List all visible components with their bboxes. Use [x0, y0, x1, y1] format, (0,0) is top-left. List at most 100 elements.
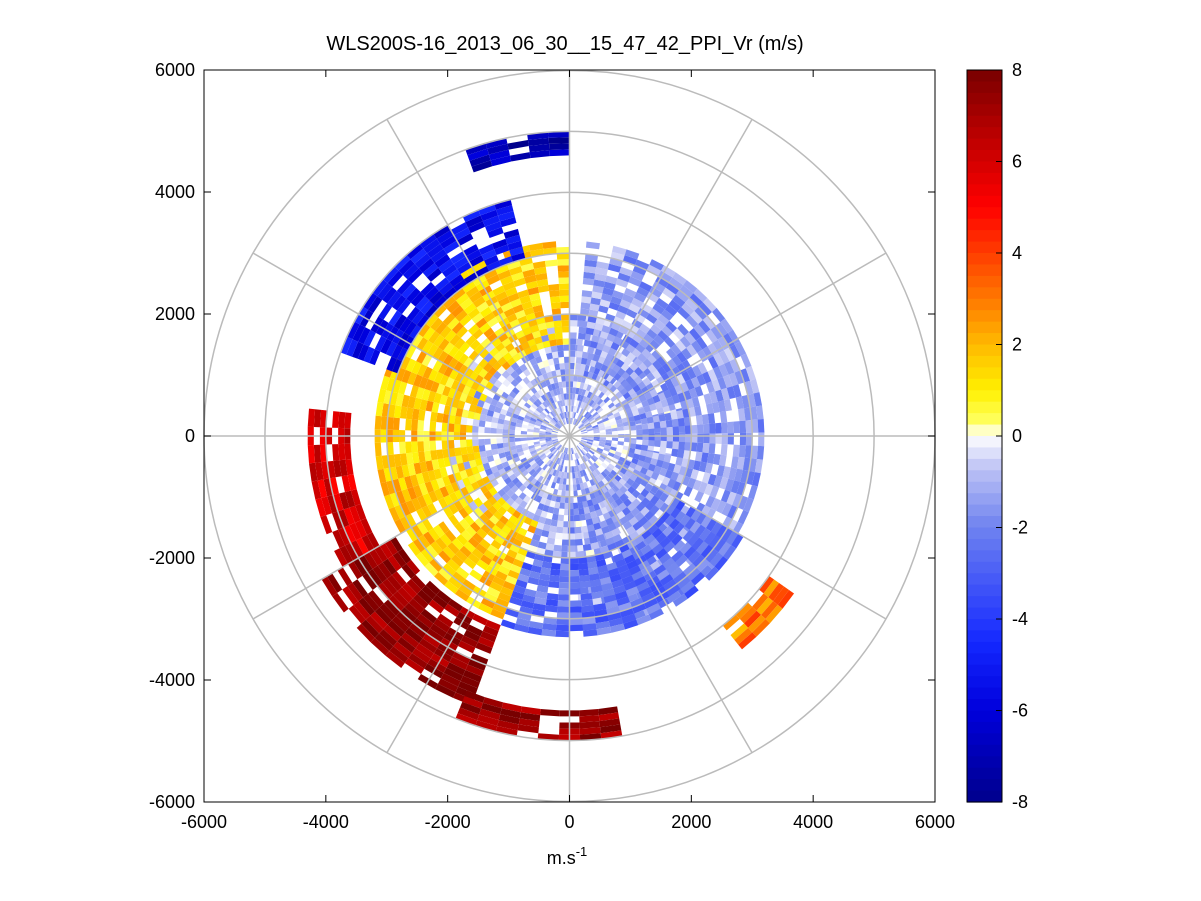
grid-spoke: [252, 435, 570, 620]
velocity-cell: [456, 382, 466, 393]
velocity-cell: [439, 533, 452, 547]
velocity-cell: [416, 337, 429, 351]
velocity-cell: [591, 291, 603, 300]
velocity-cell: [523, 417, 530, 423]
velocity-cell: [526, 437, 534, 441]
velocity-cell: [539, 438, 546, 442]
velocity-cell: [579, 470, 585, 478]
velocity-cell: [518, 335, 528, 345]
velocity-cell: [369, 349, 381, 366]
velocity-cell: [363, 346, 375, 363]
velocity-cell: [548, 377, 555, 385]
velocity-cell: [386, 377, 396, 392]
velocity-cell: [586, 555, 597, 563]
velocity-cell: [480, 597, 496, 609]
velocity-cell: [532, 432, 540, 435]
velocity-cell: [511, 387, 520, 395]
velocity-cell: [508, 429, 515, 435]
velocity-cell: [726, 491, 737, 506]
velocity-cell: [417, 495, 428, 509]
velocity-cell: [380, 338, 393, 355]
velocity-cell: [585, 453, 591, 460]
velocity-cell: [697, 433, 704, 444]
velocity-cell: [636, 459, 645, 467]
velocity-cell: [569, 320, 578, 327]
velocity-cell: [707, 368, 718, 382]
velocity-cell: [433, 224, 451, 239]
velocity-cell: [679, 284, 694, 298]
velocity-cell: [517, 573, 530, 583]
velocity-cell: [561, 459, 565, 466]
velocity-cell: [406, 306, 421, 322]
velocity-cell: [558, 452, 563, 459]
velocity-cell: [556, 477, 561, 484]
velocity-cell: [627, 416, 635, 423]
velocity-cell: [608, 327, 619, 337]
velocity-cell: [469, 521, 481, 533]
velocity-cell: [510, 370, 519, 379]
velocity-cell: [612, 290, 625, 300]
velocity-cell: [411, 441, 419, 453]
velocity-cell: [534, 597, 547, 606]
velocity-cell: [472, 328, 484, 340]
velocity-cell: [698, 302, 713, 316]
velocity-cell: [453, 279, 468, 292]
velocity-cell: [402, 263, 419, 280]
velocity-cell: [569, 484, 574, 491]
velocity-cell: [457, 640, 476, 654]
velocity-cell: [469, 459, 477, 469]
velocity-cell: [530, 298, 542, 307]
velocity-cell: [511, 452, 519, 459]
velocity-cell: [563, 393, 567, 400]
velocity-cell: [477, 714, 499, 727]
colorbar-swatch: [967, 516, 1002, 529]
velocity-cell: [450, 251, 466, 265]
velocity-cell: [508, 437, 515, 443]
velocity-cell: [673, 571, 687, 585]
velocity-cell: [515, 579, 528, 589]
velocity-cell: [591, 516, 600, 525]
velocity-cell: [459, 701, 482, 715]
velocity-cell: [758, 432, 765, 447]
velocity-cell: [446, 558, 460, 572]
velocity-cell: [527, 286, 540, 296]
velocity-cell: [418, 483, 429, 496]
velocity-cell: [558, 381, 563, 389]
velocity-cell: [382, 266, 399, 284]
velocity-cell: [582, 500, 589, 508]
velocity-cell: [663, 454, 672, 463]
velocity-cell: [562, 478, 567, 485]
colorbar-swatch: [967, 172, 1002, 185]
velocity-cell: [573, 447, 577, 454]
velocity-cell: [569, 338, 577, 345]
velocity-cell: [498, 296, 511, 307]
velocity-cell: [650, 458, 658, 466]
velocity-cell: [521, 424, 529, 429]
velocity-cell: [611, 579, 624, 589]
velocity-cell: [573, 508, 580, 516]
velocity-cell: [594, 396, 601, 404]
velocity-cell: [391, 344, 403, 360]
velocity-cell: [507, 140, 529, 150]
velocity-cell: [452, 571, 466, 585]
velocity-cell: [413, 485, 423, 498]
velocity-cell: [551, 438, 558, 441]
velocity-cell: [574, 393, 579, 401]
velocity-cell: [627, 502, 636, 512]
velocity-cell: [429, 623, 447, 638]
velocity-cell: [579, 401, 585, 409]
velocity-cell: [546, 537, 556, 545]
velocity-cell: [580, 525, 589, 533]
velocity-cell: [593, 430, 600, 434]
velocity-cell: [611, 427, 618, 432]
grid-spoke: [252, 252, 570, 437]
velocity-cell: [694, 490, 705, 503]
velocity-cell: [542, 340, 551, 349]
velocity-cell: [483, 372, 493, 382]
velocity-cell: [474, 405, 483, 414]
velocity-cell: [433, 524, 445, 538]
velocity-cell: [498, 714, 520, 725]
velocity-cell: [386, 416, 394, 430]
velocity-cell: [625, 329, 636, 339]
